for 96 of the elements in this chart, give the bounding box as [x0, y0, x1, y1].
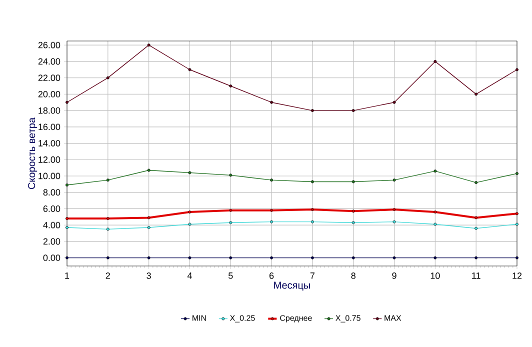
y-tick-label: 12.00	[38, 156, 60, 163]
point	[392, 100, 396, 104]
point	[392, 220, 396, 224]
y-axis-title: Скорость ветра	[28, 117, 38, 190]
point	[434, 210, 437, 214]
point	[515, 212, 518, 216]
point	[310, 256, 314, 260]
point	[434, 222, 437, 226]
point	[270, 100, 274, 104]
point	[188, 210, 192, 214]
point	[392, 256, 396, 260]
point	[147, 216, 150, 220]
point	[474, 181, 478, 184]
point	[147, 256, 150, 260]
point	[474, 256, 478, 260]
y-tick-label: 6.00	[43, 206, 60, 212]
point	[229, 256, 232, 260]
point	[310, 180, 314, 184]
point	[434, 170, 437, 173]
point	[147, 44, 150, 47]
legend-label: MAX	[384, 315, 402, 321]
point	[270, 178, 274, 182]
point	[310, 208, 314, 212]
y-tick-label: 16.00	[38, 124, 60, 130]
point	[474, 216, 478, 220]
line-series	[66, 220, 518, 231]
point	[66, 183, 69, 186]
point	[229, 174, 232, 177]
line-series	[66, 208, 518, 220]
point	[229, 84, 232, 88]
y-tick-label: 26.00	[38, 42, 60, 48]
y-tick-label: 10.00	[38, 172, 60, 180]
legend-label: X_0.75	[336, 315, 360, 322]
point	[106, 256, 110, 260]
x-tick-label: 7	[310, 272, 314, 279]
point	[434, 60, 437, 63]
point	[352, 221, 355, 224]
point	[352, 180, 355, 184]
point	[106, 76, 110, 80]
point	[229, 221, 232, 224]
point	[270, 256, 274, 260]
x-tick-label: 10	[430, 272, 440, 279]
x-tick-label: 3	[146, 272, 151, 279]
point	[106, 217, 110, 220]
point	[515, 222, 518, 226]
point	[515, 172, 518, 176]
point	[66, 217, 69, 220]
legend-label: Среднее	[280, 315, 312, 322]
point	[106, 228, 110, 231]
point	[310, 109, 314, 112]
y-tick-label: 4.00	[43, 222, 60, 228]
point	[188, 68, 192, 72]
point	[474, 92, 478, 96]
point	[270, 220, 274, 224]
point	[188, 222, 192, 226]
point	[66, 100, 69, 104]
x-tick-label: 6	[270, 272, 274, 279]
point	[66, 226, 69, 230]
point	[270, 208, 274, 212]
point	[392, 208, 396, 212]
point	[229, 208, 232, 212]
x-tick-label: 1	[65, 272, 70, 279]
x-tick-label: 2	[106, 272, 110, 279]
point	[392, 178, 396, 182]
y-tick-label: 22.00	[38, 74, 60, 82]
y-tick-label: 14.00	[38, 140, 60, 146]
y-tick-label: 18.00	[38, 107, 60, 114]
y-tick-label: 2.00	[43, 238, 60, 245]
legend-label: MIN	[192, 315, 206, 321]
x-axis-title: Месяцы	[274, 282, 310, 291]
point	[352, 109, 355, 112]
point	[147, 168, 150, 172]
point	[147, 226, 150, 230]
point	[515, 256, 518, 260]
x-tick-label: 9	[392, 272, 396, 279]
point	[188, 171, 192, 174]
y-tick-label: 8.00	[43, 189, 60, 196]
point	[515, 68, 518, 72]
point	[106, 178, 110, 182]
point	[66, 256, 69, 260]
x-tick-label: 12	[512, 272, 522, 279]
x-tick-label: 8	[351, 272, 356, 279]
point	[352, 256, 355, 260]
line-series	[66, 44, 518, 112]
y-tick-label: 24.00	[38, 58, 60, 65]
point	[434, 256, 437, 260]
x-tick-label: 4	[187, 272, 192, 279]
y-tick-label: 0.00	[43, 254, 60, 261]
x-tick-label: 11	[472, 272, 480, 279]
point	[310, 220, 314, 224]
point	[474, 226, 478, 230]
legend-label: X_0.25	[230, 315, 255, 322]
point	[352, 210, 355, 213]
y-tick-label: 20.00	[38, 90, 60, 98]
point	[188, 256, 192, 260]
x-tick-label: 5	[228, 272, 233, 279]
